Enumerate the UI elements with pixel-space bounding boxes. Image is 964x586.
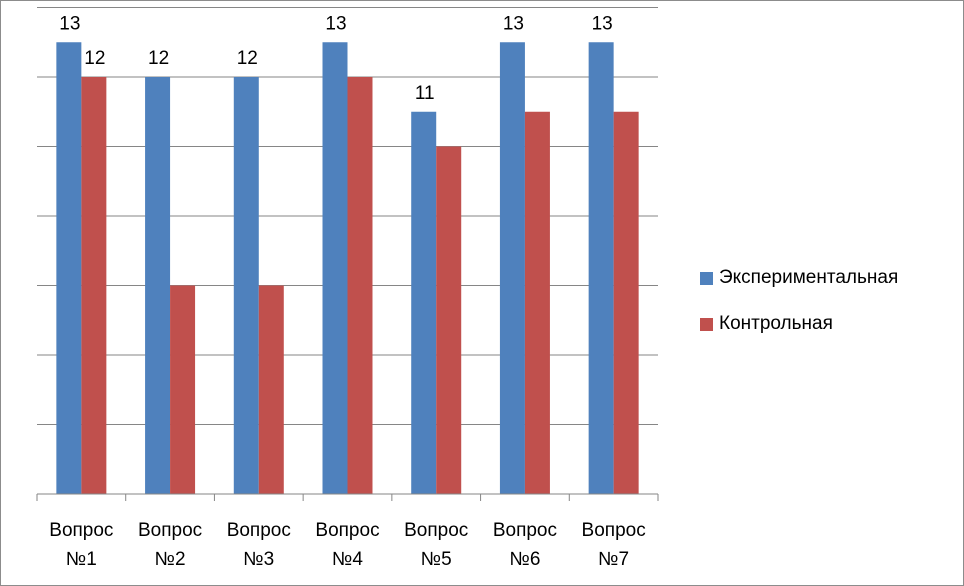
bar-series-0-cat-5 [411,111,437,494]
legend-label-series-1: Контрольная [719,313,833,334]
bar-series-0-cat-6 [499,42,525,494]
data-label-series-0-cat-7: 13 [592,13,613,34]
bar-series-0-cat-1 [56,42,82,494]
bar-series-1-cat-3 [258,285,284,494]
x-tick-label-1-line-2: №1 [66,549,97,570]
bar-series-1-cat-4 [347,77,373,494]
x-tick-label-6-line-2: №6 [509,549,540,570]
legend-swatch-series-1 [700,317,713,331]
bar-series-1-cat-7 [613,111,639,494]
x-tick-label-3-line-1: Вопрос [227,520,291,541]
x-tick-label-2-line-2: №2 [155,549,186,570]
data-label-series-0-cat-1: 13 [59,13,80,34]
bar-series-0-cat-7 [588,42,614,494]
x-tick-label-2-line-1: Вопрос [138,520,202,541]
x-tick-label-7-line-2: №7 [598,549,629,570]
legend-item-series-1: Контрольная [700,312,898,336]
legend-label-series-0: Экспериментальная [719,267,899,288]
bar-series-1-cat-2 [170,285,196,494]
legend-item-series-0: Экспериментальная [700,266,898,290]
bar-series-1-cat-6 [524,111,550,494]
legend-swatch-series-0 [700,271,713,285]
x-tick-label-3-line-2: №3 [243,549,274,570]
x-tick-label-1-line-1: Вопрос [49,520,113,541]
x-tick-label-5-line-1: Вопрос [404,520,468,541]
data-label-series-0-cat-4: 13 [325,13,346,34]
bar-series-0-cat-3 [233,77,259,494]
x-tick-label-4-line-2: №4 [332,549,363,570]
data-label-series-1-cat-1: 12 [84,48,105,69]
x-tick-label-5-line-2: №5 [421,549,452,570]
x-tick-label-6-line-1: Вопрос [493,520,557,541]
bar-series-1-cat-5 [436,146,462,494]
data-label-series-0-cat-6: 13 [503,13,524,34]
bar-series-0-cat-4 [322,42,348,494]
bar-series-0-cat-2 [145,77,171,494]
data-label-series-0-cat-5: 11 [415,83,435,104]
data-label-series-0-cat-2: 12 [148,48,169,69]
data-label-series-0-cat-3: 12 [237,48,258,69]
x-tick-label-4-line-1: Вопрос [315,520,379,541]
chart-legend: Экспериментальная Контрольная [700,266,898,358]
x-tick-label-7-line-1: Вопрос [582,520,646,541]
bar-series-1-cat-1 [81,77,107,494]
